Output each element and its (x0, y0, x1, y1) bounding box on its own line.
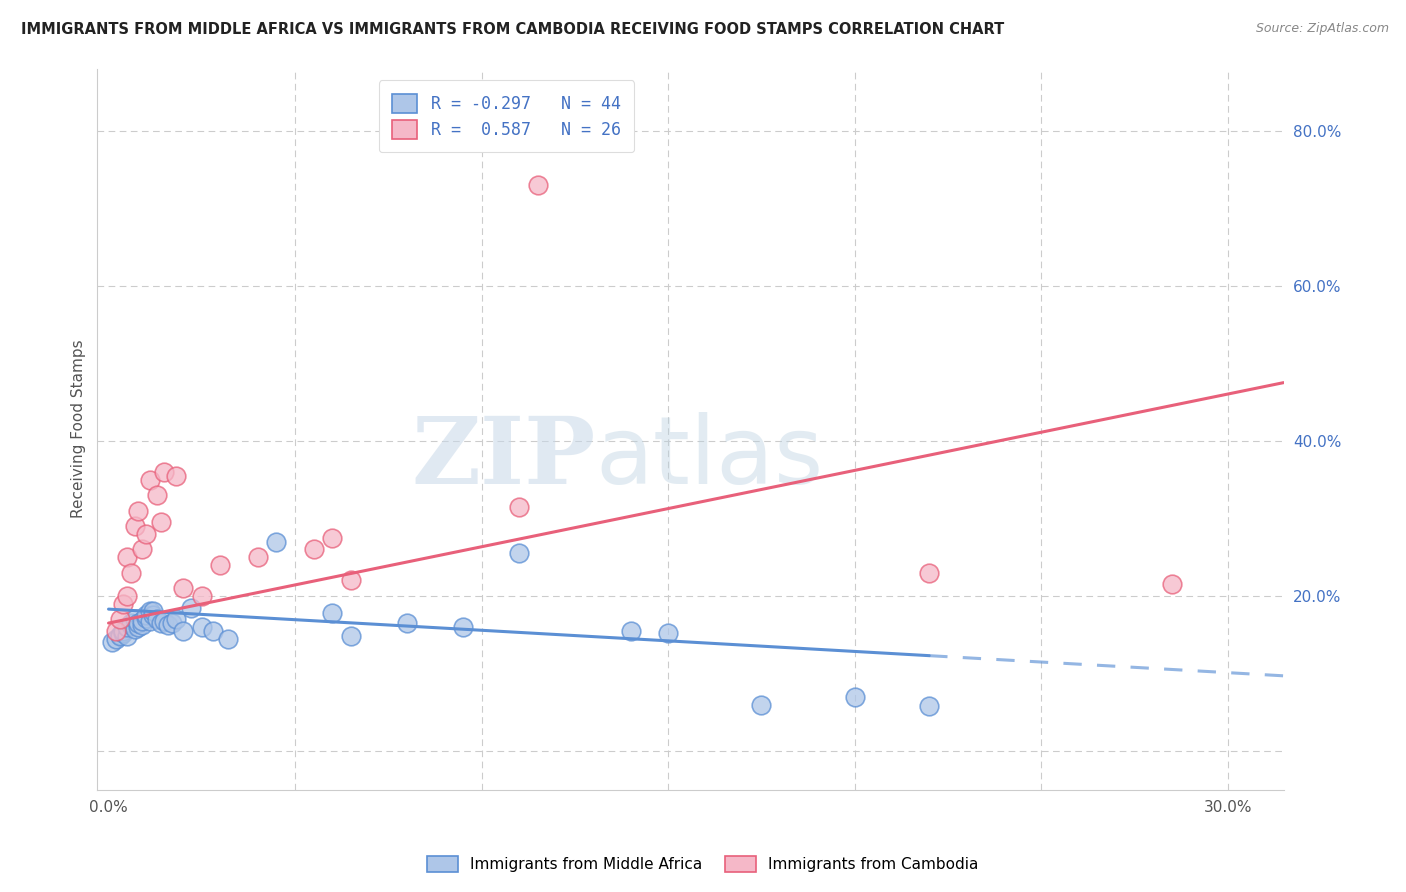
Point (146, 612, 169, 626)
Point (526, 178, 548, 192)
Text: atlas: atlas (596, 412, 824, 504)
Point (135, 527, 157, 541)
Point (112, 597, 135, 611)
Point (918, 699, 941, 714)
Point (918, 566, 941, 580)
Point (142, 604, 165, 618)
Point (160, 616, 183, 631)
Point (157, 618, 180, 632)
Legend: Immigrants from Middle Africa, Immigrants from Cambodia: Immigrants from Middle Africa, Immigrant… (420, 848, 986, 880)
Point (112, 624, 135, 638)
Point (127, 503, 149, 517)
Point (508, 500, 530, 514)
Point (153, 614, 176, 628)
Point (201, 624, 224, 638)
Point (844, 690, 866, 704)
Point (302, 542, 325, 557)
Point (131, 542, 153, 557)
Point (191, 589, 214, 603)
Point (146, 488, 169, 502)
Point (101, 635, 124, 649)
Point (138, 614, 160, 628)
Point (246, 550, 269, 565)
Point (138, 473, 160, 487)
Point (508, 546, 530, 560)
Point (657, 626, 679, 640)
Y-axis label: Receiving Food Stamps: Receiving Food Stamps (72, 340, 86, 518)
Point (105, 624, 128, 638)
Point (124, 612, 146, 626)
Point (127, 620, 149, 634)
Text: ZIP: ZIP (412, 413, 596, 503)
Point (620, 624, 643, 638)
Point (172, 581, 194, 595)
Point (209, 558, 232, 572)
Point (120, 616, 142, 631)
Point (217, 632, 239, 646)
Point (165, 612, 187, 626)
Point (135, 608, 157, 623)
Point (165, 468, 187, 483)
Point (395, 616, 418, 631)
Text: IMMIGRANTS FROM MIDDLE AFRICA VS IMMIGRANTS FROM CAMBODIA RECEIVING FOOD STAMPS : IMMIGRANTS FROM MIDDLE AFRICA VS IMMIGRA… (21, 22, 1004, 37)
Point (749, 698, 772, 712)
Point (149, 616, 172, 631)
Point (266, 534, 288, 549)
Point (108, 628, 131, 642)
Point (115, 629, 138, 643)
Point (131, 614, 153, 628)
Text: Source: ZipAtlas.com: Source: ZipAtlas.com (1256, 22, 1389, 36)
Point (149, 515, 172, 529)
Point (172, 624, 194, 638)
Point (115, 620, 138, 634)
Point (124, 519, 146, 533)
Point (340, 629, 363, 643)
Point (451, 620, 474, 634)
Point (115, 589, 138, 603)
Point (112, 626, 135, 640)
Point (321, 531, 343, 545)
Point (127, 616, 149, 631)
Point (321, 606, 343, 620)
Point (142, 608, 165, 623)
Point (180, 600, 202, 615)
Legend: R = -0.297   N = 44, R =  0.587   N = 26: R = -0.297 N = 44, R = 0.587 N = 26 (380, 80, 634, 153)
Point (124, 622, 146, 636)
Point (191, 620, 214, 634)
Point (153, 465, 176, 479)
Point (135, 610, 157, 624)
Point (108, 612, 131, 626)
Point (120, 566, 142, 580)
Point (138, 604, 160, 618)
Point (131, 618, 153, 632)
Point (1160, 577, 1182, 591)
Point (105, 632, 128, 646)
Point (120, 618, 142, 632)
Point (115, 550, 138, 565)
Point (340, 574, 363, 588)
Point (108, 629, 131, 643)
